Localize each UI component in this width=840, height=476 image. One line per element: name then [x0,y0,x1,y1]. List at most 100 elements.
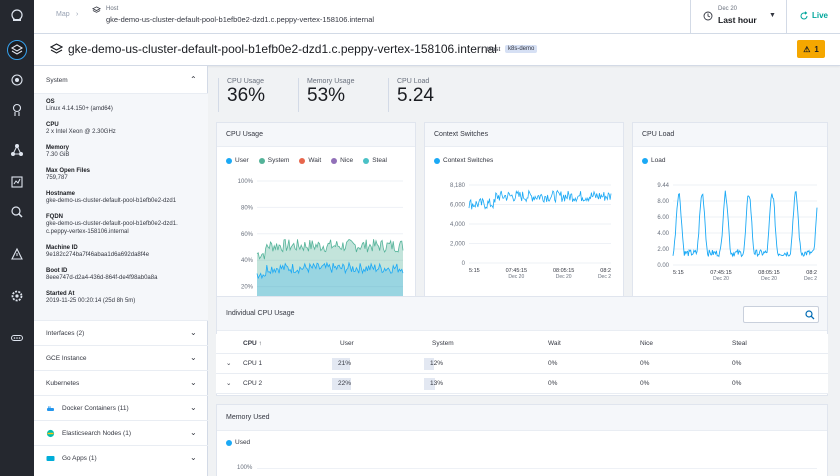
legend-item[interactable]: System [258,157,289,164]
host-icon [50,43,63,54]
usage-bar [424,378,436,390]
legend-item[interactable]: Wait [299,157,321,164]
chevron-down-icon[interactable]: ⌄ [226,380,232,387]
breadcrumb-host-label: Host [106,6,119,12]
usage-bar [424,358,435,370]
fold-elasticsearch-nodes[interactable]: Elasticsearch Nodes (1) ⌄ [34,420,208,445]
y-tick-label: 6,000 [450,203,466,209]
system-section-header[interactable]: System ⌃ [34,66,208,94]
y-tick-label: 0.00 [657,263,669,269]
apm-icon[interactable] [7,70,27,90]
system-section-label: System [46,77,68,84]
system-line [256,238,404,260]
fold-docker-containers[interactable]: Docker Containers (11) ⌄ [34,395,208,420]
alert-count: 1 [814,44,819,54]
y-tick-label: 20% [241,285,254,291]
page-title: gke-demo-us-cluster-default-pool-b1efb0e… [68,42,497,56]
date-value: Last hour [718,15,757,25]
meta-fqdn: FQDN gke-demo-us-cluster-default-pool-b1… [46,214,178,235]
x-tick-label: 08:2 [806,270,817,276]
chevron-down-icon[interactable]: ⌄ [226,360,232,367]
top-bar: Map › Host gke-demo-us-cluster-default-p… [34,0,840,34]
legend-item[interactable]: User [226,157,249,164]
x-tick-date: Dec 20 [713,276,729,282]
usage-bar [332,378,351,390]
host-tag[interactable]: k8s-demo [505,45,538,53]
fold-go-apps[interactable]: Go Apps (1) ⌄ [34,445,208,470]
chevron-down-icon: ⌄ [190,453,197,462]
settings-icon[interactable] [7,286,27,306]
y-tick: 100% [237,465,253,471]
dashboard-icon[interactable] [7,172,27,192]
y-tick-label: 40% [241,258,254,264]
kpi-row: CPU Usage 36% Memory Usage 53% CPU Load … [216,74,828,116]
col-user[interactable]: User [340,340,354,347]
chevron-down-icon: ⌄ [190,403,197,412]
legend-item[interactable]: Context Switches [434,157,493,164]
cpu-legend: User System Wait Nice Steal [226,157,387,164]
table-row[interactable]: ⌄ CPU 2 22% 13% 0% 0% 0% [216,374,828,394]
gridline [257,468,817,469]
y-tick-label: 2.00 [657,247,669,253]
x-tick-label: 08:05:15 [758,270,779,276]
fold-interfaces[interactable]: Interfaces (2) ⌄ [34,320,208,345]
y-tick-label: 80% [241,205,254,211]
cpu-search-input[interactable] [743,306,819,323]
meta-boot-id: Boot ID 8eee747d-d2a4-436d-864f-de4f98ab… [46,268,158,281]
legend-dot [258,157,265,164]
y-tick-label: 8,180 [450,183,466,189]
fold-kubernetes[interactable]: Kubernetes ⌄ [34,370,208,395]
host-icon [92,6,101,13]
graph-icon[interactable] [7,140,27,160]
entity-type-label: Host [487,46,501,53]
nav-rail [0,0,34,476]
chevron-up-icon: ⌃ [190,75,197,84]
infrastructure-icon[interactable] [7,40,27,60]
legend-dot [363,157,370,164]
kpi-memory-usage: Memory Usage 53% [298,78,354,112]
go-icon [46,456,55,461]
col-nice[interactable]: Nice [640,340,654,347]
elasticsearch-icon [46,429,55,438]
table-row[interactable]: ⌄ CPU 1 21% 12% 0% 0% 0% [216,354,828,374]
load-legend: Load [642,157,665,164]
system-area [257,239,403,313]
chevron-down-icon: ⌄ [190,378,197,387]
legend-item[interactable]: Load [642,157,665,164]
app-logo-icon[interactable] [7,6,27,26]
discover-icon[interactable] [7,202,27,222]
x-tick-label: 5:15 [673,270,684,276]
chevron-down-icon: ▼ [769,12,776,19]
breadcrumb-host: gke-demo-us-cluster-default-pool-b1efb0e… [106,15,375,24]
more-icon[interactable] [7,328,27,348]
kpi-cpu-usage: CPU Usage 36% [218,78,265,112]
legend-item[interactable]: Nice [331,157,353,164]
col-steal[interactable]: Steal [732,340,747,347]
legend-item[interactable]: Steal [363,157,387,164]
live-label: Live [812,11,829,20]
legend-item[interactable]: Used [226,439,250,446]
live-toggle[interactable]: Live [786,0,840,33]
breadcrumb-map[interactable]: Map [56,11,70,18]
col-cpu[interactable]: CPU ↑ [243,340,262,347]
legend-dot [226,157,232,164]
legend-dot [331,157,338,164]
usage-bar [332,358,351,370]
chevron-down-icon: ⌄ [190,428,197,437]
col-wait[interactable]: Wait [548,340,561,347]
x-tick-label: 08:05:15 [553,268,574,274]
refresh-icon [800,11,808,20]
alert-badge[interactable]: ⚠ 1 [797,40,825,58]
fold-gce-instance[interactable]: GCE Instance ⌄ [34,345,208,370]
col-system[interactable]: System [432,340,454,347]
y-tick-label: 0 [462,261,466,267]
meta-os: OS Linux 4.14.150+ (amd64) [46,99,113,112]
legend-dot [226,439,232,446]
meta-hostname: Hostname gke-demo-us-cluster-default-poo… [46,191,177,204]
alerting-icon[interactable] [7,244,27,264]
uptime-icon[interactable] [7,100,27,120]
date-picker[interactable]: Dec 20 Last hour ▼ [690,0,786,33]
sort-up-icon: ↑ [258,340,262,347]
x-tick-date: Dec 20 [556,274,572,280]
